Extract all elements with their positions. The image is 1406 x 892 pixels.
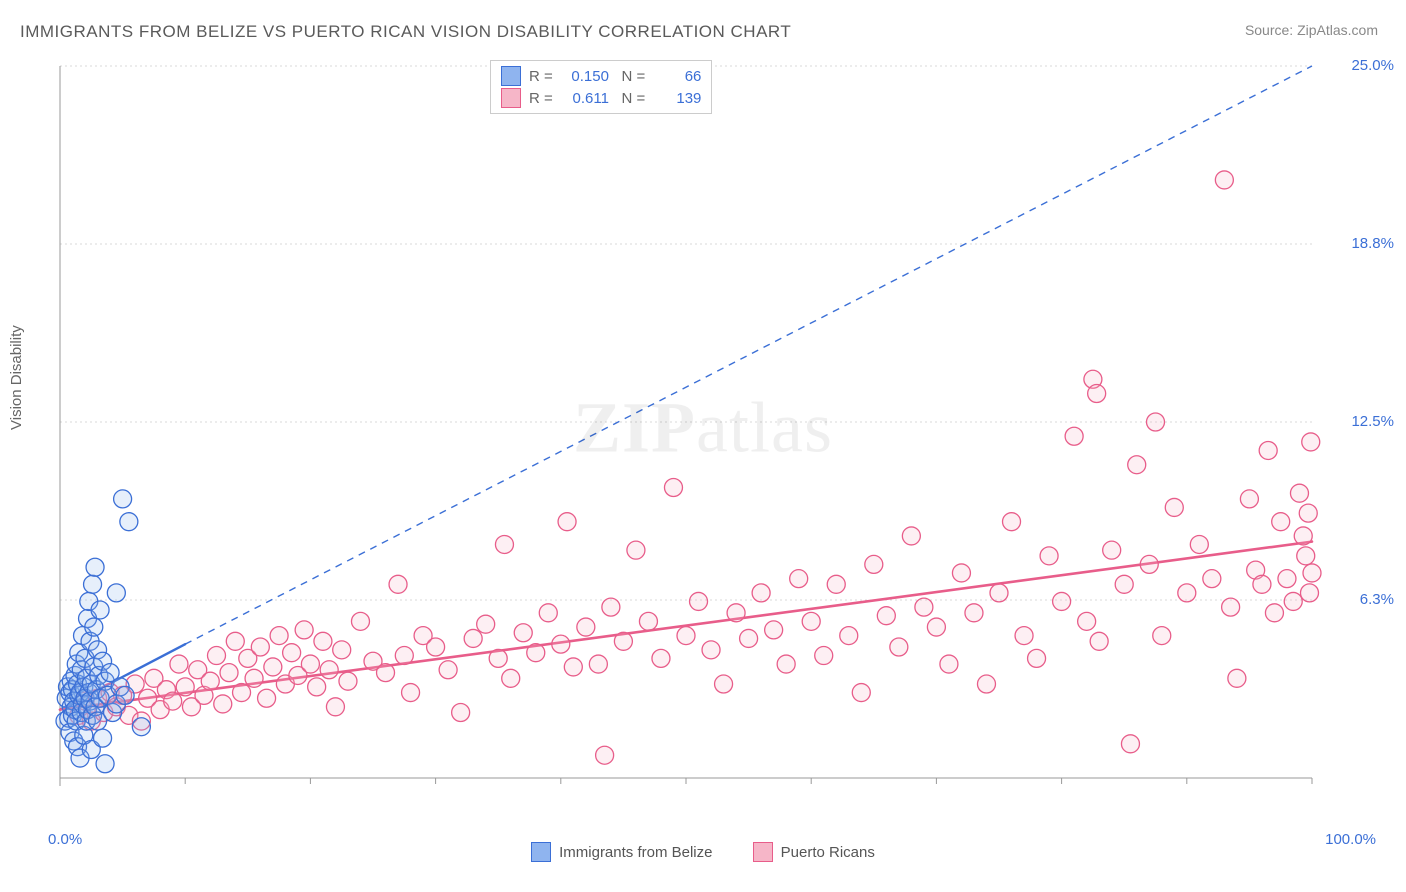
source-link[interactable]: ZipAtlas.com — [1297, 22, 1378, 38]
legend-swatch-belize — [501, 66, 521, 86]
r-value: 0.150 — [557, 68, 609, 85]
legend-item-belize: Immigrants from Belize — [531, 842, 712, 862]
n-value: 139 — [649, 90, 701, 107]
legend-item-pr: Puerto Ricans — [753, 842, 875, 862]
r-label: R = — [529, 68, 553, 85]
legend-row: R = 0.150 N = 66 — [501, 65, 701, 87]
legend-label: Immigrants from Belize — [559, 844, 712, 861]
r-value: 0.611 — [557, 90, 609, 107]
chart-title: IMMIGRANTS FROM BELIZE VS PUERTO RICAN V… — [20, 22, 791, 42]
y-tick-label: 6.3% — [1360, 591, 1394, 608]
legend-swatch-belize — [531, 842, 551, 862]
scatter-plot — [50, 58, 1370, 818]
x-origin-label: 0.0% — [48, 831, 82, 848]
source-attribution: Source: ZipAtlas.com — [1245, 22, 1378, 38]
n-value: 66 — [649, 68, 701, 85]
legend-swatch-pr — [753, 842, 773, 862]
n-label: N = — [621, 90, 645, 107]
source-prefix: Source: — [1245, 22, 1297, 38]
legend-label: Puerto Ricans — [781, 844, 875, 861]
r-label: R = — [529, 90, 553, 107]
y-axis-label: Vision Disability — [8, 325, 25, 430]
y-tick-label: 25.0% — [1351, 57, 1394, 74]
x-max-label: 100.0% — [1325, 831, 1376, 848]
n-label: N = — [621, 68, 645, 85]
y-tick-label: 18.8% — [1351, 235, 1394, 252]
legend-row: R = 0.611 N = 139 — [501, 87, 701, 109]
series-legend: Immigrants from Belize Puerto Ricans — [0, 842, 1406, 866]
y-tick-label: 12.5% — [1351, 413, 1394, 430]
legend-swatch-pr — [501, 88, 521, 108]
correlation-legend: R = 0.150 N = 66 R = 0.611 N = 139 — [490, 60, 712, 114]
